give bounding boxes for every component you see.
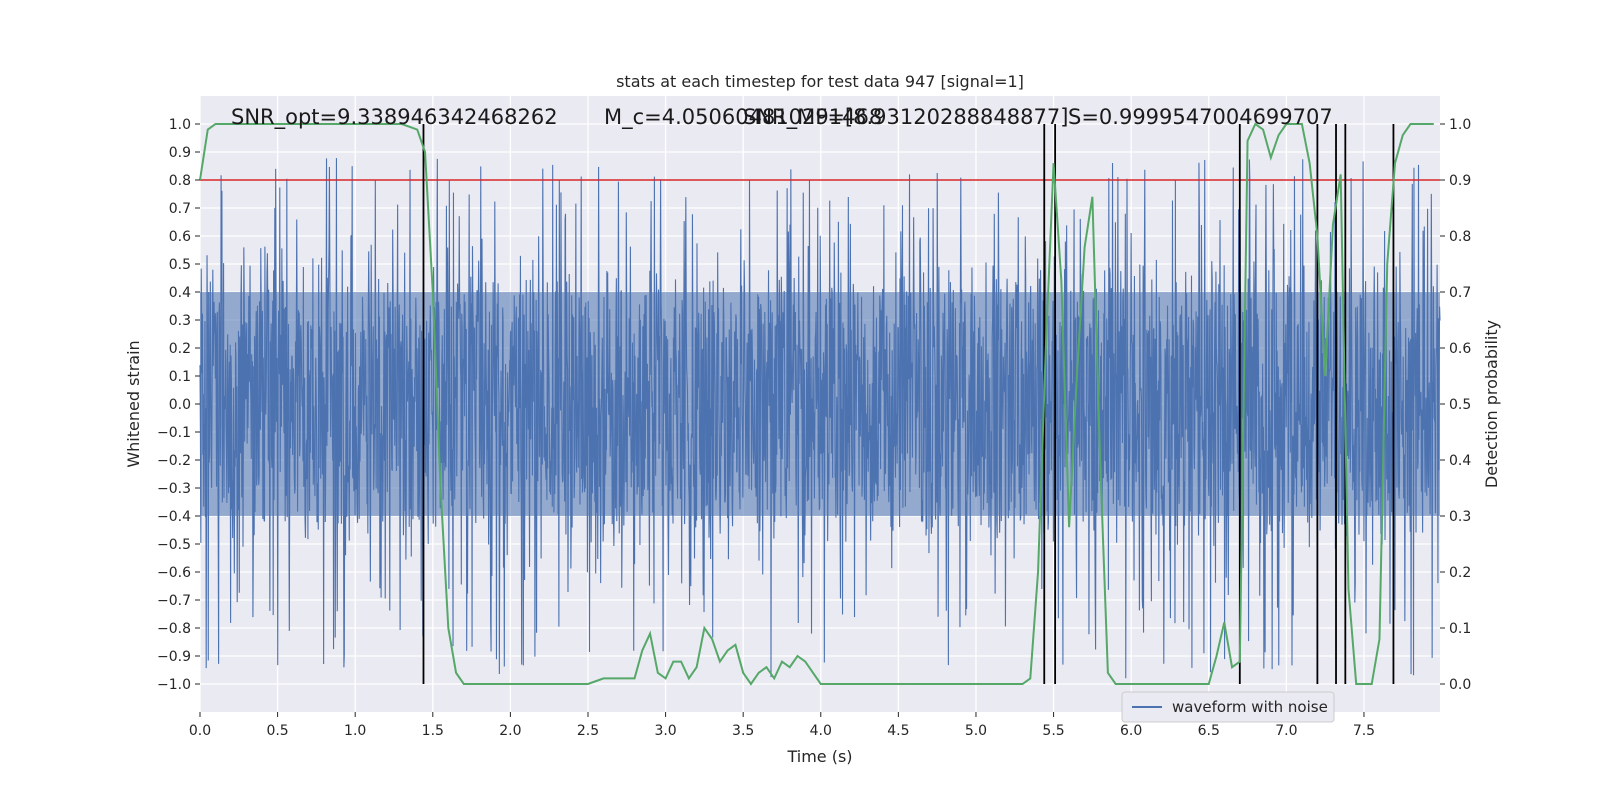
y-tick-label: 0.4: [169, 285, 191, 301]
y-axis-label: Whitened strain: [124, 340, 143, 467]
x-tick-label: 3.5: [732, 723, 754, 739]
y-tick-label: 0.8: [169, 173, 191, 189]
x-tick-label: 2.5: [577, 723, 599, 739]
y2-tick-label: 0.2: [1449, 565, 1471, 581]
x-tick-label: 3.0: [654, 723, 676, 739]
x-tick-label: 4.5: [887, 723, 909, 739]
y2-axis-ticks: 1.0 0.9 0.8 0.7 0.6 0.5 0.4 0.3 0.2 0.1 0.0: [1440, 117, 1471, 693]
y2-tick-label: 0.9: [1449, 173, 1471, 189]
legend-box: [1121, 691, 1335, 723]
y-tick-label: −0.2: [157, 453, 191, 469]
detection-probability-series: [199, 122, 1434, 686]
x-axis-label: Time (s): [786, 747, 852, 766]
annotation-s: S=0.9999547004699707: [1068, 105, 1333, 129]
y-tick-label: −1.0: [157, 677, 191, 693]
y-tick-label: −0.9: [157, 649, 191, 665]
x-tick-label: 2.0: [499, 723, 521, 739]
y2-tick-label: 0.0: [1449, 677, 1471, 693]
x-tick-label: 6.5: [1198, 723, 1220, 739]
y2-tick-label: 0.8: [1449, 229, 1471, 245]
y-tick-label: 0.7: [169, 201, 191, 217]
x-tick-label: 7.0: [1275, 723, 1297, 739]
y-tick-label: −0.1: [157, 425, 191, 441]
y-tick-label: −0.5: [157, 537, 191, 553]
y-tick-label: 1.0: [169, 117, 191, 133]
x-tick-label: 6.0: [1120, 723, 1142, 739]
x-tick-label: 1.0: [344, 723, 366, 739]
y2-tick-label: 1.0: [1449, 117, 1471, 133]
y2-tick-label: 0.4: [1449, 453, 1471, 469]
y-tick-label: 0.6: [169, 229, 191, 245]
y2-axis-label: Detection probability: [1482, 320, 1501, 488]
annotation-snr-opt: SNR_opt=9.338946342468262: [231, 105, 558, 130]
x-tick-label: 4.0: [810, 723, 832, 739]
y2-tick-label: 0.3: [1449, 509, 1471, 525]
y-tick-label: −0.8: [157, 621, 191, 637]
x-tick-label: 0.0: [189, 723, 211, 739]
detection-probability-line: [199, 122, 1434, 686]
y-tick-label: 0.3: [169, 313, 191, 329]
y-tick-label: 0.1: [169, 369, 191, 385]
y2-tick-label: 0.7: [1449, 285, 1471, 301]
y2-tick-label: 0.5: [1449, 397, 1471, 413]
chart-title: stats at each timestep for test data 947…: [616, 72, 1024, 91]
x-tick-label: 7.5: [1353, 723, 1375, 739]
y-tick-label: −0.3: [157, 481, 191, 497]
y2-tick-label: 0.6: [1449, 341, 1471, 357]
y-tick-label: −0.6: [157, 565, 191, 581]
x-tick-label: 5.5: [1042, 723, 1064, 739]
y-tick-label: 0.2: [169, 341, 191, 357]
y-tick-label: −0.4: [157, 509, 191, 525]
noise-waveform: [199, 158, 1441, 679]
x-tick-label: 0.5: [266, 723, 288, 739]
y-tick-label: 0.9: [169, 145, 191, 161]
legend-label: waveform with noise: [1172, 698, 1328, 716]
annotation-mc: M_c=4.050604810291468: [604, 105, 882, 130]
y-tick-label: −0.7: [157, 593, 191, 609]
x-axis-ticks: 0.0 0.5 1.0 1.5 2.0 2.5 3.0 3.5 4.0 4.5 5.0 5.5 6.0 6…: [189, 712, 1375, 739]
y-tick-label: 0.0: [169, 397, 191, 413]
y-axis-ticks: 1.0 0.9 0.8 0.7 0.6 0.5 0.4 0.3 0.2 0.1 0.0 −0.1 −0.…: [157, 117, 200, 693]
y-tick-label: 0.5: [169, 257, 191, 273]
annotation-snr-mf: SNR_MF=[8.93120288848877]: [743, 105, 1068, 130]
x-tick-label: 5.0: [965, 723, 987, 739]
y2-tick-label: 0.1: [1449, 621, 1471, 637]
x-tick-label: 1.5: [422, 723, 444, 739]
noise-core-band: [200, 292, 1440, 516]
legend: waveform with noise: [1121, 691, 1335, 723]
